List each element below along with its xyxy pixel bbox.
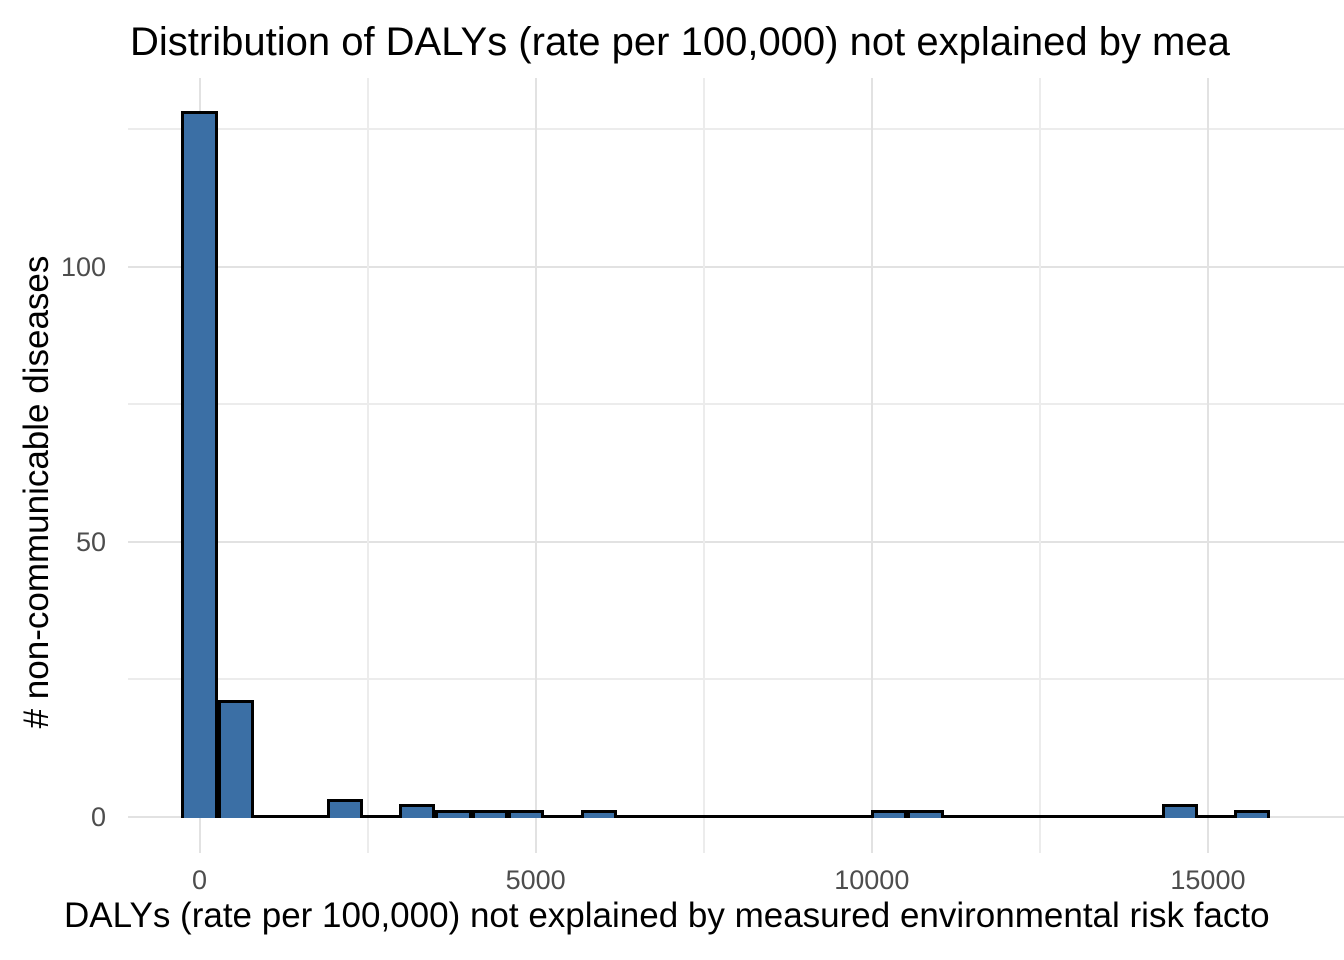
histogram-bar <box>326 798 363 819</box>
histogram-bar <box>1161 804 1198 819</box>
y-minor-gridline <box>128 403 1344 406</box>
y-major-gridline <box>128 540 1344 543</box>
x-major-gridline <box>1206 78 1209 853</box>
y-axis-tick-label: 50 <box>75 526 106 557</box>
y-minor-gridline <box>128 128 1344 131</box>
y-axis-title: # non-communicable diseases <box>17 255 56 729</box>
histogram-bar <box>471 809 509 819</box>
y-major-gridline <box>128 265 1344 268</box>
y-axis-tick-label: 0 <box>90 801 106 832</box>
histogram-bar <box>181 111 218 819</box>
y-axis-tick-label: 100 <box>60 251 106 282</box>
x-axis-tick-label: 0 <box>191 865 208 895</box>
histogram-bar <box>435 809 472 819</box>
histogram-bar <box>217 699 254 819</box>
histogram-bar <box>1234 809 1271 819</box>
x-axis-tick-label: 5000 <box>505 865 566 895</box>
x-minor-gridline <box>1038 78 1041 853</box>
x-axis-tick-label: 15000 <box>1170 865 1246 895</box>
x-minor-gridline <box>366 78 369 853</box>
zero-count-bins-baseline <box>181 815 1271 819</box>
histogram-bar <box>871 809 908 819</box>
x-minor-gridline <box>702 78 705 853</box>
x-major-gridline <box>534 78 537 853</box>
histogram-bar <box>580 809 617 819</box>
y-minor-gridline <box>128 678 1344 681</box>
histogram-bar <box>907 809 944 819</box>
x-major-gridline <box>870 78 873 853</box>
histogram-bar <box>399 804 436 819</box>
x-axis-tick-label: 10000 <box>834 865 910 895</box>
chart-title: Distribution of DALYs (rate per 100,000)… <box>130 20 1230 64</box>
x-axis-title: DALYs (rate per 100,000) not explained b… <box>64 896 1270 935</box>
histogram-bar <box>508 809 545 819</box>
